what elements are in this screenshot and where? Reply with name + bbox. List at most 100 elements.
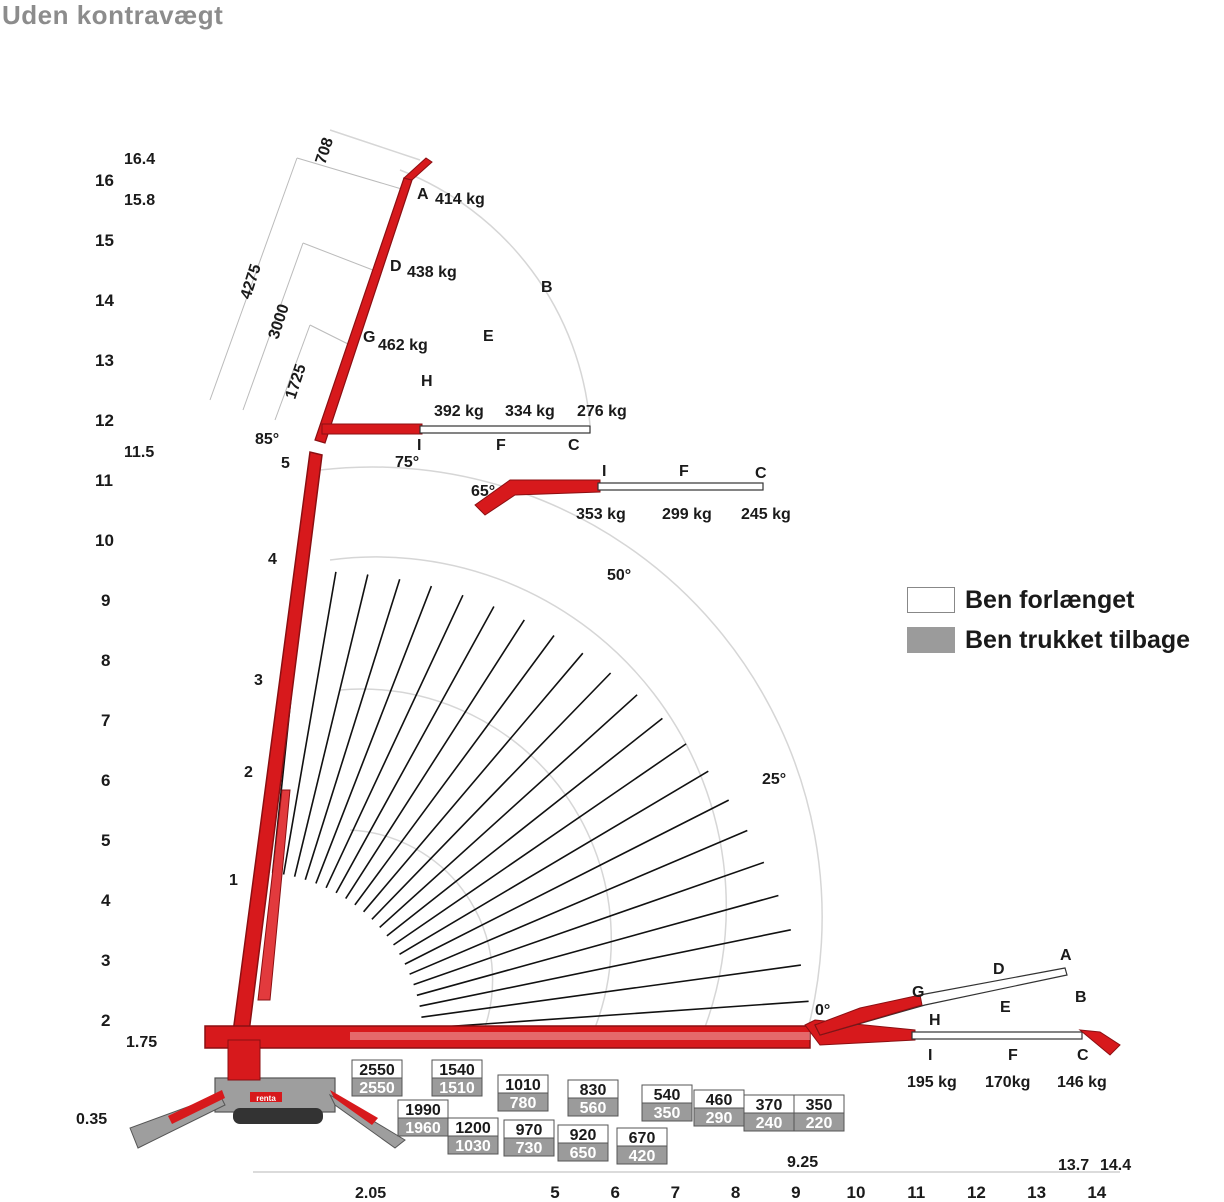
dim-line-1725: [274, 324, 311, 421]
x-tick-label: 13: [1027, 1183, 1046, 1202]
y-extra-label: 1.75: [126, 1034, 157, 1051]
capacity-extended-value: 970: [516, 1122, 543, 1139]
mid-arc: [329, 556, 728, 1041]
load-ray: [393, 743, 687, 946]
point-label: I: [417, 437, 421, 454]
boom-section: 3: [254, 672, 263, 689]
crane-base: renta: [129, 1039, 406, 1149]
y-tick-label: 4: [101, 891, 111, 910]
load-label: 245 kg: [741, 506, 791, 523]
capacity-extended-value: 1990: [405, 1102, 441, 1119]
jib-85: [314, 177, 413, 444]
load-label: 146 kg: [1057, 1074, 1107, 1091]
load-label: 299 kg: [662, 506, 712, 523]
y-axis: 2 3 4 5 6 7 8 9 10 11 12 13 14 15 16: [95, 171, 114, 1030]
load-ray: [419, 929, 791, 1007]
legend-swatch-grey: [907, 627, 955, 653]
load-ray: [404, 799, 730, 965]
boom-section: 4: [268, 551, 277, 568]
capacity-retracted-value: 650: [570, 1145, 597, 1162]
load-ray: [345, 619, 525, 900]
y-tick-label: 12: [95, 411, 114, 430]
capacity-retracted-value: 2550: [359, 1080, 395, 1097]
capacity-extended-value: 460: [706, 1092, 733, 1109]
capacity-retracted-value: 1030: [455, 1138, 491, 1155]
legend-label: Ben forlænget: [965, 585, 1135, 614]
arc-point: B: [541, 279, 553, 296]
turret: [227, 1039, 261, 1081]
legend: Ben forlænget Ben trukket tilbage: [907, 580, 1190, 660]
capacity-retracted-value: 1960: [405, 1120, 441, 1137]
y-extra-label: 11.5: [124, 444, 154, 461]
load-ray: [416, 894, 779, 997]
x-tick-label: 12: [967, 1183, 986, 1202]
dim-line-708: [296, 157, 406, 191]
y-tick-label: 9: [101, 591, 110, 610]
boom-horizontal-inner: [350, 1032, 810, 1040]
capacity-retracted-value: 220: [806, 1115, 833, 1132]
x-tick-label: 5: [550, 1183, 559, 1202]
angle-labels: 85° 75° 65° 50° 25° 0°: [255, 431, 830, 1019]
point-label: G: [363, 329, 375, 346]
capacity-boxes: 2550255015401510199019601010780120010309…: [351, 1059, 845, 1165]
top-arc: [399, 169, 591, 426]
load-ray: [371, 672, 612, 920]
point-label: F: [1008, 1047, 1018, 1064]
boom-section: 2: [244, 764, 253, 781]
capacity-extended-value: 670: [629, 1130, 656, 1147]
point-label: I: [602, 463, 606, 480]
load-label: 276 kg: [577, 403, 627, 420]
load-label: 170kg: [985, 1074, 1030, 1091]
jib-65-arm: [474, 479, 601, 516]
load-ray: [362, 652, 584, 913]
y-tick-label: 13: [95, 351, 114, 370]
dimension-labels: 708 4275 3000 1725: [238, 135, 337, 401]
jib-0-extension: [911, 1031, 1083, 1040]
point-label: G: [912, 984, 924, 1001]
x-axis-extra: 2.05 9.25 13.7 14.4: [355, 1154, 1131, 1202]
y-tick-label: 16: [95, 171, 114, 190]
legend-item-retracted: Ben trukket tilbage: [907, 620, 1190, 660]
load-ray: [409, 829, 748, 975]
point-label: A: [417, 186, 429, 203]
dim-line-4275: [209, 157, 298, 401]
load-ray: [354, 635, 555, 906]
crane-boom: [204, 157, 1121, 1056]
x-extra-label: 2.05: [355, 1185, 386, 1202]
capacity-box-retracted: [641, 1102, 693, 1122]
legend-swatch-white: [907, 587, 955, 613]
point-label: C: [568, 437, 580, 454]
inner-arc: [339, 688, 613, 1041]
y-tick-label: 10: [95, 531, 114, 550]
load-label: 195 kg: [907, 1074, 957, 1091]
y-tick-label: 2: [101, 1011, 110, 1030]
capacity-retracted-value: 420: [629, 1148, 656, 1165]
y-tick-label: 8: [101, 651, 110, 670]
page-title: Uden kontravægt: [2, 0, 224, 30]
main-boom-horizontal: [204, 1025, 811, 1049]
load-ray: [421, 964, 802, 1018]
capacity-extended-value: 2550: [359, 1062, 395, 1079]
load-label: 334 kg: [505, 403, 555, 420]
capacity-retracted-value: 290: [706, 1110, 733, 1127]
capacity-extended-value: 370: [756, 1097, 783, 1114]
capacity-box-retracted: [447, 1135, 499, 1155]
load-ray: [413, 861, 765, 986]
legend-label: Ben trukket tilbage: [965, 625, 1191, 654]
load-label: 353 kg: [576, 506, 626, 523]
point-label: H: [929, 1012, 941, 1029]
y-tick-label: 15: [95, 231, 114, 250]
point-label: E: [1000, 999, 1011, 1016]
capacity-retracted-value: 780: [510, 1095, 537, 1112]
x-extra-label: 9.25: [787, 1154, 818, 1171]
capacity-retracted-value: 560: [580, 1100, 607, 1117]
x-extra-label: 14.4: [1100, 1157, 1131, 1174]
jib-85-tip: [402, 157, 433, 181]
boom-section: 1: [229, 872, 238, 889]
load-label: 438 kg: [407, 264, 457, 281]
